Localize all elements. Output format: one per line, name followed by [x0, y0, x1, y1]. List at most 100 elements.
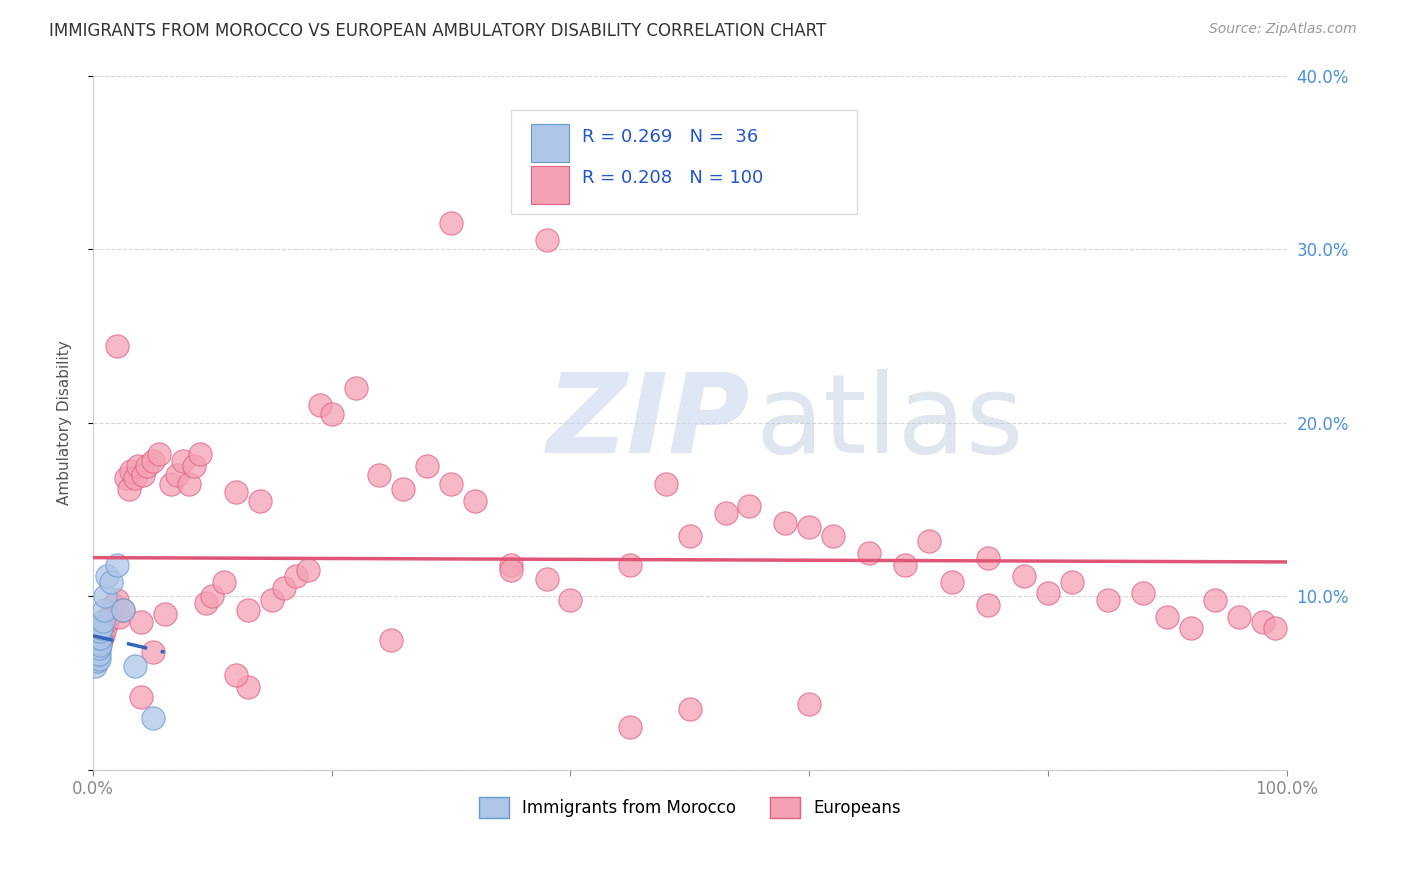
- Point: [86, 647, 108, 661]
- Point: [87, 648, 110, 663]
- Point: [166, 467, 188, 482]
- Point: [87, 632, 110, 647]
- FancyBboxPatch shape: [510, 111, 856, 214]
- Point: [124, 471, 146, 485]
- Point: [86, 627, 108, 641]
- Point: [96, 614, 118, 628]
- Point: [775, 516, 797, 531]
- Point: [84, 645, 107, 659]
- Point: [260, 592, 283, 607]
- Point: [111, 603, 134, 617]
- Point: [1012, 568, 1035, 582]
- Point: [96, 568, 118, 582]
- Point: [893, 558, 915, 573]
- Point: [87, 652, 110, 666]
- Point: [799, 697, 821, 711]
- Point: [238, 603, 260, 617]
- Point: [105, 592, 128, 607]
- Point: [83, 645, 105, 659]
- Point: [89, 624, 111, 639]
- Point: [83, 640, 105, 654]
- Point: [536, 572, 558, 586]
- Point: [87, 641, 110, 656]
- Point: [821, 528, 844, 542]
- Point: [190, 447, 212, 461]
- Point: [183, 459, 205, 474]
- Point: [84, 650, 107, 665]
- Point: [249, 494, 271, 508]
- Point: [103, 598, 125, 612]
- Point: [86, 634, 108, 648]
- Point: [344, 381, 367, 395]
- Point: [111, 603, 134, 617]
- Point: [1060, 575, 1083, 590]
- Point: [83, 638, 105, 652]
- Point: [87, 647, 110, 661]
- Point: [416, 459, 439, 474]
- Point: [917, 533, 939, 548]
- Point: [536, 234, 558, 248]
- Point: [86, 654, 108, 668]
- Point: [738, 499, 761, 513]
- Text: R = 0.269   N =  36: R = 0.269 N = 36: [582, 128, 759, 145]
- Point: [1036, 586, 1059, 600]
- Point: [83, 645, 105, 659]
- Point: [619, 558, 641, 573]
- Point: [129, 690, 152, 704]
- Point: [619, 720, 641, 734]
- Point: [90, 621, 112, 635]
- Point: [1132, 586, 1154, 600]
- Point: [297, 563, 319, 577]
- Point: [153, 607, 176, 621]
- Point: [120, 464, 142, 478]
- Point: [238, 680, 260, 694]
- Point: [135, 459, 157, 474]
- Point: [118, 482, 141, 496]
- Point: [87, 621, 110, 635]
- Point: [83, 627, 105, 641]
- Point: [129, 615, 152, 630]
- Point: [392, 482, 415, 496]
- Point: [858, 546, 880, 560]
- Point: [321, 407, 343, 421]
- Point: [1180, 621, 1202, 635]
- Point: [84, 632, 107, 647]
- Point: [132, 467, 155, 482]
- Point: [84, 629, 107, 643]
- Point: [89, 631, 111, 645]
- Point: [195, 596, 218, 610]
- Point: [100, 607, 122, 621]
- Point: [714, 506, 737, 520]
- Point: [105, 339, 128, 353]
- Point: [225, 485, 247, 500]
- Point: [225, 667, 247, 681]
- Point: [941, 575, 963, 590]
- Point: [93, 603, 115, 617]
- Point: [655, 476, 678, 491]
- Point: [799, 520, 821, 534]
- Point: [440, 216, 463, 230]
- Legend: Immigrants from Morocco, Europeans: Immigrants from Morocco, Europeans: [472, 790, 907, 824]
- Point: [87, 641, 110, 656]
- Point: [86, 641, 108, 656]
- Point: [87, 640, 110, 654]
- Point: [284, 568, 307, 582]
- Point: [308, 398, 330, 412]
- Y-axis label: Ambulatory Disability: Ambulatory Disability: [58, 341, 72, 505]
- Point: [368, 467, 391, 482]
- Point: [100, 575, 122, 590]
- Text: ZIP: ZIP: [547, 369, 749, 476]
- Point: [115, 471, 138, 485]
- Point: [87, 631, 110, 645]
- Point: [142, 711, 165, 725]
- Point: [89, 636, 111, 650]
- Point: [87, 624, 110, 639]
- Bar: [531, 124, 569, 162]
- Point: [142, 645, 165, 659]
- Point: [1097, 592, 1119, 607]
- Point: [83, 632, 105, 647]
- Point: [94, 621, 117, 635]
- Point: [83, 641, 105, 656]
- Point: [83, 650, 105, 665]
- Point: [148, 447, 170, 461]
